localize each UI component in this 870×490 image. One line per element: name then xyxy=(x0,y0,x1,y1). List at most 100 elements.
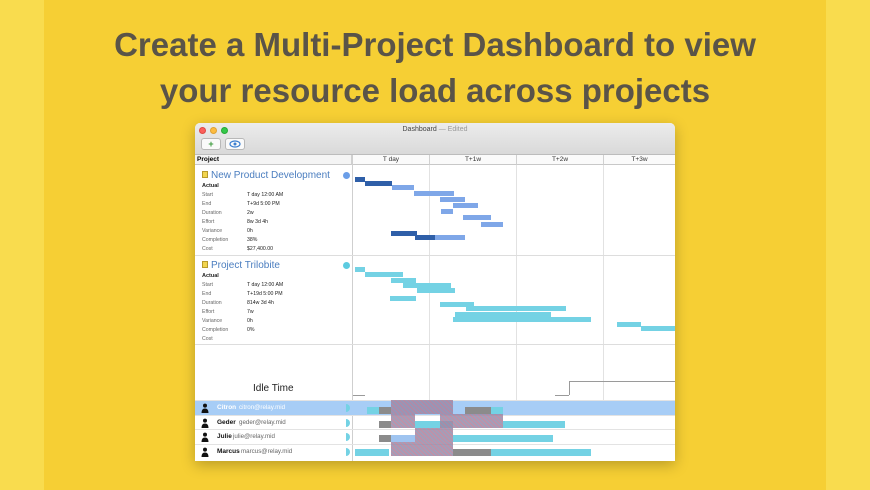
gantt-bar[interactable] xyxy=(440,197,465,202)
field-label: Start xyxy=(202,192,213,198)
field-value: T+19d 5:00 PM xyxy=(247,291,283,297)
gantt-bar[interactable] xyxy=(355,177,365,182)
overload-bar xyxy=(391,400,453,414)
overload-bar xyxy=(391,414,415,428)
project-title[interactable]: Project Trilobite xyxy=(202,260,280,271)
field-value: 2w xyxy=(247,210,254,216)
pane-splitter[interactable] xyxy=(352,155,353,461)
field-label: Completion xyxy=(202,327,229,333)
gantt-bar[interactable] xyxy=(463,215,491,220)
load-bar xyxy=(355,449,389,456)
gantt-bar[interactable] xyxy=(481,222,503,227)
resource-email: citron@relay.mid xyxy=(239,404,286,411)
document-icon xyxy=(202,171,208,178)
person-icon xyxy=(201,403,209,413)
field-value: 0h xyxy=(247,318,253,324)
project-column-header[interactable]: Project xyxy=(195,155,352,165)
field-label: End xyxy=(202,291,212,297)
person-icon xyxy=(201,447,209,457)
gantt-bar[interactable] xyxy=(466,306,566,311)
field-label: Variance xyxy=(202,318,223,324)
load-bar xyxy=(453,449,491,456)
field-label: Effort xyxy=(202,219,215,225)
field-label: Start xyxy=(202,282,213,288)
window-title-text: Dashboard xyxy=(402,126,437,133)
field-label: Duration xyxy=(202,300,222,306)
idle-time-label: Idle Time xyxy=(253,383,294,394)
field-value: T+9d 5:00 PM xyxy=(247,201,280,207)
resource-email: julie@relay.mid xyxy=(233,433,275,440)
gantt-bar[interactable] xyxy=(417,288,455,293)
dashboard-window: Dashboard — Edited + Project T day T+1w … xyxy=(195,123,675,461)
field-value: T day 12:00 AM xyxy=(247,282,284,288)
resource-name: Citron xyxy=(217,404,237,411)
zoom-window-button[interactable] xyxy=(221,127,228,134)
timeline-header-tday: T day xyxy=(352,155,429,165)
idle-line xyxy=(555,395,569,396)
resource-email: geder@relay.mid xyxy=(239,418,286,426)
minimize-window-button[interactable] xyxy=(210,127,217,134)
gantt-bar[interactable] xyxy=(617,322,641,327)
timeline-header-t2w: T+2w xyxy=(516,155,603,165)
workload-pie-icon xyxy=(346,418,350,427)
gantt-bar[interactable] xyxy=(403,283,451,288)
resource-name: Julie xyxy=(217,433,232,440)
load-bar xyxy=(367,407,379,414)
timeline-header-t1w: T+1w xyxy=(429,155,516,165)
load-bar xyxy=(379,407,391,414)
load-bar xyxy=(491,407,503,414)
gantt-bar[interactable] xyxy=(641,326,675,331)
gantt-bar[interactable] xyxy=(435,235,465,240)
overload-bar xyxy=(391,442,453,456)
overload-bar xyxy=(415,428,453,442)
load-bar xyxy=(491,449,591,456)
workload-pie-icon xyxy=(346,433,350,441)
background-stripe-left xyxy=(0,0,44,490)
promo-headline: Create a Multi-Project Dashboard to view… xyxy=(0,22,870,114)
gantt-bar[interactable] xyxy=(355,267,365,272)
idle-line xyxy=(569,381,675,395)
gantt-bar[interactable] xyxy=(440,302,474,307)
project-name: New Product Development xyxy=(211,170,330,181)
close-window-button[interactable] xyxy=(199,127,206,134)
load-bar xyxy=(391,435,415,442)
field-value: 0h xyxy=(247,228,253,234)
gantt-bar[interactable] xyxy=(365,272,403,277)
window-edited-status: — Edited xyxy=(438,126,468,133)
idle-line xyxy=(353,395,365,396)
row-separator xyxy=(195,344,675,345)
field-value: 0% xyxy=(247,327,255,333)
gantt-bar[interactable] xyxy=(390,296,416,301)
resource-row[interactable]: Geder geder@relay.mid xyxy=(195,414,675,430)
person-icon xyxy=(201,418,209,428)
background-stripe-right xyxy=(826,0,870,490)
gantt-bar[interactable] xyxy=(455,312,551,317)
project-row[interactable]: Project Trilobite Actual Start T day 12:… xyxy=(195,257,352,343)
project-title[interactable]: New Product Development xyxy=(202,170,330,181)
field-label: Duration xyxy=(202,210,222,216)
view-options-button[interactable] xyxy=(225,138,245,150)
load-bar xyxy=(415,421,453,428)
gantt-bar[interactable] xyxy=(441,209,453,214)
gantt-bar[interactable] xyxy=(414,191,454,196)
gantt-bar[interactable] xyxy=(392,185,414,190)
gantt-bar[interactable] xyxy=(391,278,416,283)
week-gridline xyxy=(516,165,517,400)
field-label: Cost xyxy=(202,336,213,342)
gantt-bar[interactable] xyxy=(453,317,591,322)
load-bar xyxy=(465,407,491,414)
row-separator xyxy=(195,255,675,256)
gantt-bar[interactable] xyxy=(365,181,392,186)
load-bar xyxy=(379,421,391,428)
workload-pie-icon xyxy=(346,404,350,412)
add-button[interactable]: + xyxy=(201,138,221,150)
load-bar xyxy=(503,421,565,428)
gantt-bar[interactable] xyxy=(453,203,478,208)
gantt-bar[interactable] xyxy=(391,231,417,236)
project-row[interactable]: New Product Development Actual Start T d… xyxy=(195,167,352,255)
field-value: 814w 3d 4h xyxy=(247,300,274,306)
gantt-bar[interactable] xyxy=(415,235,435,240)
headline-line-2: your resource load across projects xyxy=(159,72,711,109)
resource-name: Marcus xyxy=(217,447,240,455)
